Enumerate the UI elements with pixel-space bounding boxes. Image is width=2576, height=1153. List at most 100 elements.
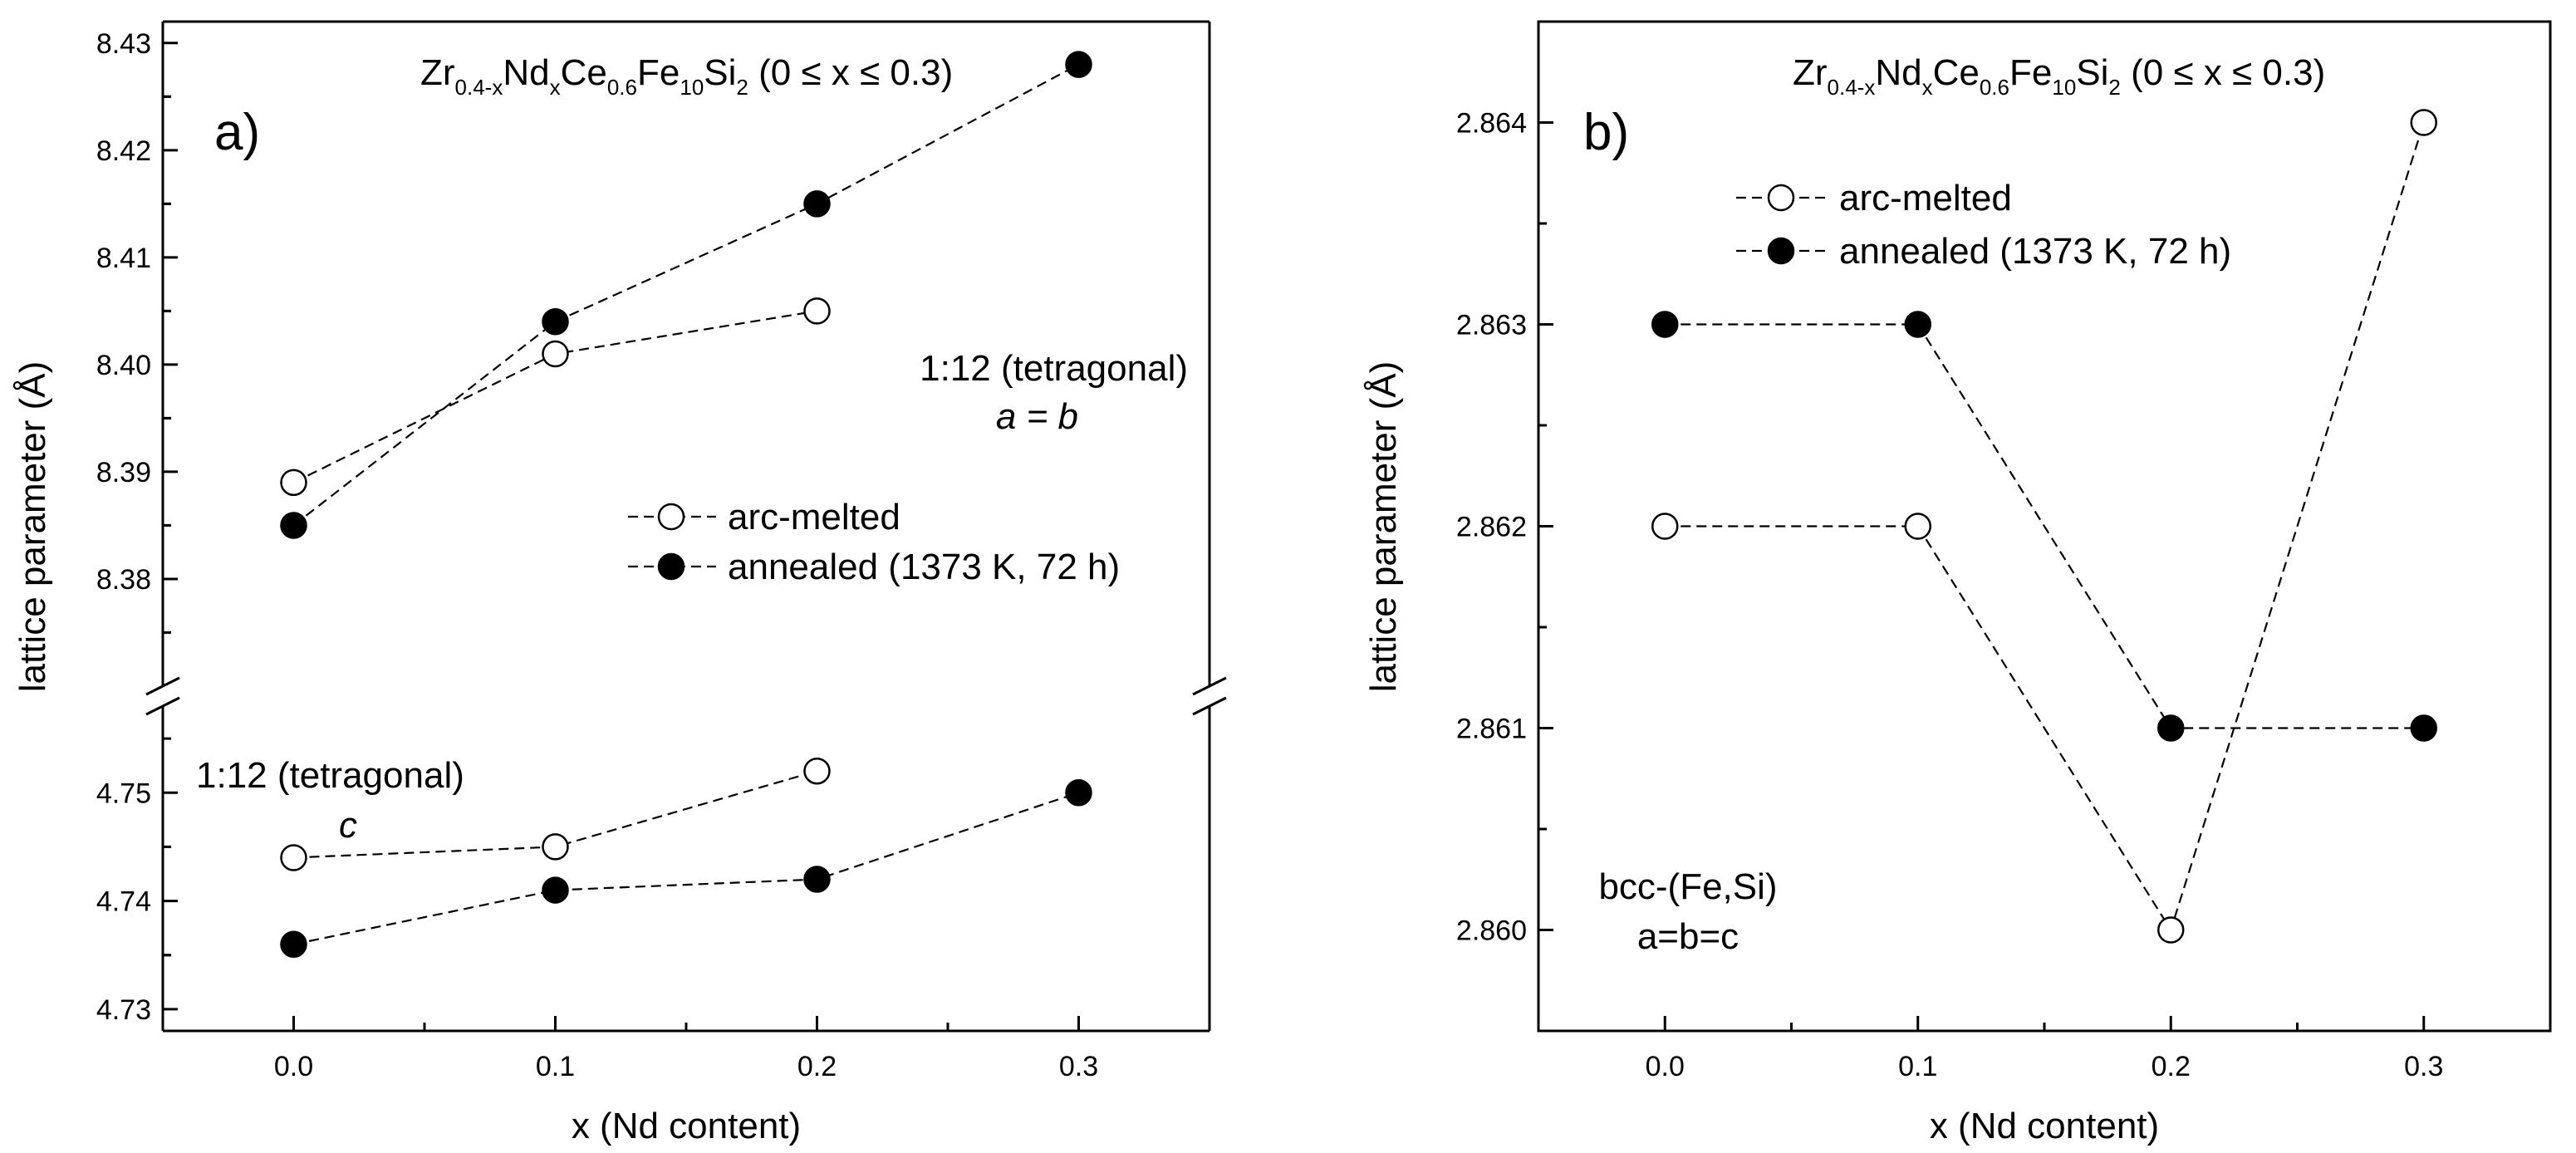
data-point-annealed	[2157, 714, 2185, 742]
panel-a-legend-annealed: annealed (1373 K, 72 h)	[628, 547, 1120, 587]
data-point-annealed	[1065, 779, 1092, 807]
data-point-arc-melted	[803, 297, 831, 325]
panel-a-legend-label: annealed (1373 K, 72 h)	[728, 547, 1120, 587]
x-tick-label: 0.2	[2152, 1051, 2191, 1082]
panel-b-chart: 2.860 2.861 2.862 2.863 2.864 0.0 0.1 0.2 0.3 Z…	[1363, 20, 2552, 1146]
title-subscript: x	[550, 75, 561, 100]
data-point-arc-melted	[280, 844, 307, 871]
title-subscript: 2	[2108, 75, 2120, 100]
panel-a-label: a)	[214, 104, 260, 161]
title-text-part: (0 ≤ x ≤ 0.3)	[748, 52, 953, 93]
title-subscript: 10	[680, 75, 704, 100]
panel-b-legend-annealed: annealed (1373 K, 72 h)	[1736, 231, 2231, 272]
title-subscript: 0.6	[1980, 75, 2009, 100]
data-point-annealed	[2410, 714, 2437, 742]
x-tick-label: 0.1	[1898, 1051, 1937, 1082]
data-point-arc-melted	[1651, 513, 1679, 540]
data-point-annealed	[1904, 311, 1931, 338]
title-text-part: Si	[2076, 52, 2108, 93]
y-tick-label: 8.39	[96, 457, 151, 488]
panel-a-title: Zr0.4-xNdxCe0.6Fe10Si2 (0 ≤ x ≤ 0.3)	[420, 52, 953, 100]
data-point-annealed	[1065, 51, 1092, 78]
title-text-part: Zr	[420, 52, 455, 93]
panel-b-annotation-line1: bcc-(Fe,Si)	[1598, 866, 1777, 907]
panel-a-upper-annotation-line1: 1:12 (tetragonal)	[920, 348, 1188, 389]
y-tick-label: 8.41	[96, 243, 151, 274]
panel-a-upper-annotation-line2: a = b	[996, 396, 1078, 437]
data-point-annealed	[803, 190, 831, 218]
panel-a-y-axis-title: lattice parameter (Å)	[12, 361, 53, 693]
title-text-part: Nd	[503, 52, 549, 93]
data-point-annealed	[803, 866, 831, 893]
panel-a-x-axis-title: x (Nd content)	[572, 1106, 801, 1146]
panel-a-legend-arc-melted: arc-melted	[628, 497, 900, 537]
y-tick-label: 2.863	[1456, 310, 1527, 341]
y-tick-label: 4.75	[96, 778, 151, 809]
title-text-part: Fe	[637, 52, 680, 93]
data-point-annealed	[280, 512, 307, 539]
title-text-part: (0 ≤ x ≤ 0.3)	[2121, 52, 2325, 93]
series-line-arc-melted	[293, 310, 817, 483]
data-point-arc-melted	[803, 757, 831, 785]
panel-b-x-axis-title: x (Nd content)	[1930, 1106, 2159, 1146]
series-line-annealed	[292, 63, 1080, 527]
panel-b-legend-arc-melted: arc-melted	[1736, 178, 2012, 218]
data-point-annealed	[1651, 311, 1679, 338]
title-text-part: Si	[704, 52, 736, 93]
title-text-part: Nd	[1875, 52, 1921, 93]
y-tick-label: 8.43	[96, 28, 151, 60]
open-circle-marker-icon	[1767, 184, 1795, 212]
y-tick-label: 4.73	[96, 994, 151, 1026]
panel-a-chart: 8.38 8.39 8.40 8.41 8.42 8.43 4.73 4.74 4.75 0.…	[12, 20, 1227, 1146]
filled-circle-marker-icon	[657, 552, 685, 581]
y-tick-label: 2.861	[1456, 714, 1527, 745]
x-tick-label: 0.0	[274, 1051, 313, 1082]
y-tick-label: 2.864	[1456, 108, 1527, 140]
title-subscript: 0.4-x	[1828, 75, 1876, 100]
data-point-arc-melted	[2410, 109, 2437, 136]
title-subscript: 0.6	[607, 75, 637, 100]
title-subscript: 0.4-x	[455, 75, 503, 100]
panel-b-legend-label: annealed (1373 K, 72 h)	[1839, 231, 2231, 272]
panel-a-left-break-mark	[145, 676, 180, 716]
open-circle-marker-icon	[657, 503, 685, 531]
title-subscript: x	[1922, 75, 1933, 100]
series-line-annealed	[1665, 323, 2424, 729]
panel-b-legend-label: arc-melted	[1839, 178, 2012, 218]
data-point-arc-melted	[1904, 513, 1931, 540]
panel-a-legend: arc-melted annealed (1373 K, 72 h)	[628, 497, 1120, 587]
x-tick-label: 0.2	[797, 1051, 837, 1082]
data-point-arc-melted	[2157, 916, 2185, 944]
panel-a-legend-label: arc-melted	[728, 497, 900, 537]
title-text-part: Fe	[2009, 52, 2052, 93]
panel-a-lower-annotation-line2: c	[339, 805, 357, 846]
title-text-part: Zr	[1793, 52, 1828, 93]
data-point-arc-melted	[542, 340, 569, 368]
x-tick-label: 0.1	[536, 1051, 575, 1082]
title-text-part: Ce	[1933, 52, 1980, 93]
panel-a-right-break-mark	[1192, 676, 1227, 716]
data-point-arc-melted	[542, 833, 569, 861]
y-tick-label: 2.860	[1456, 915, 1527, 947]
panel-a-lower-annotation-line1: 1:12 (tetragonal)	[196, 755, 464, 796]
x-tick-label: 0.3	[1059, 1051, 1098, 1082]
y-tick-label: 2.862	[1456, 512, 1527, 543]
data-point-annealed	[280, 930, 307, 958]
panel-b-legend: arc-melted annealed (1373 K, 72 h)	[1736, 178, 2231, 272]
panel-b-annotation-line2: a=b=c	[1637, 916, 1739, 957]
panel-b-title: Zr0.4-xNdxCe0.6Fe10Si2 (0 ≤ x ≤ 0.3)	[1793, 52, 2325, 100]
y-tick-label: 4.74	[96, 886, 151, 918]
title-subscript: 10	[2052, 75, 2076, 100]
x-tick-label: 0.3	[2404, 1051, 2443, 1082]
data-point-arc-melted	[280, 469, 307, 497]
panel-b-label: b)	[1583, 104, 1629, 161]
data-point-annealed	[542, 876, 569, 904]
y-tick-label: 8.38	[96, 564, 151, 596]
y-tick-label: 8.40	[96, 350, 151, 381]
title-subscript: 2	[736, 75, 748, 100]
series-line-annealed	[293, 792, 1079, 945]
series-line-arc-melted	[1665, 122, 2425, 933]
x-tick-label: 0.0	[1646, 1051, 1685, 1082]
title-text-part: Ce	[561, 52, 607, 93]
